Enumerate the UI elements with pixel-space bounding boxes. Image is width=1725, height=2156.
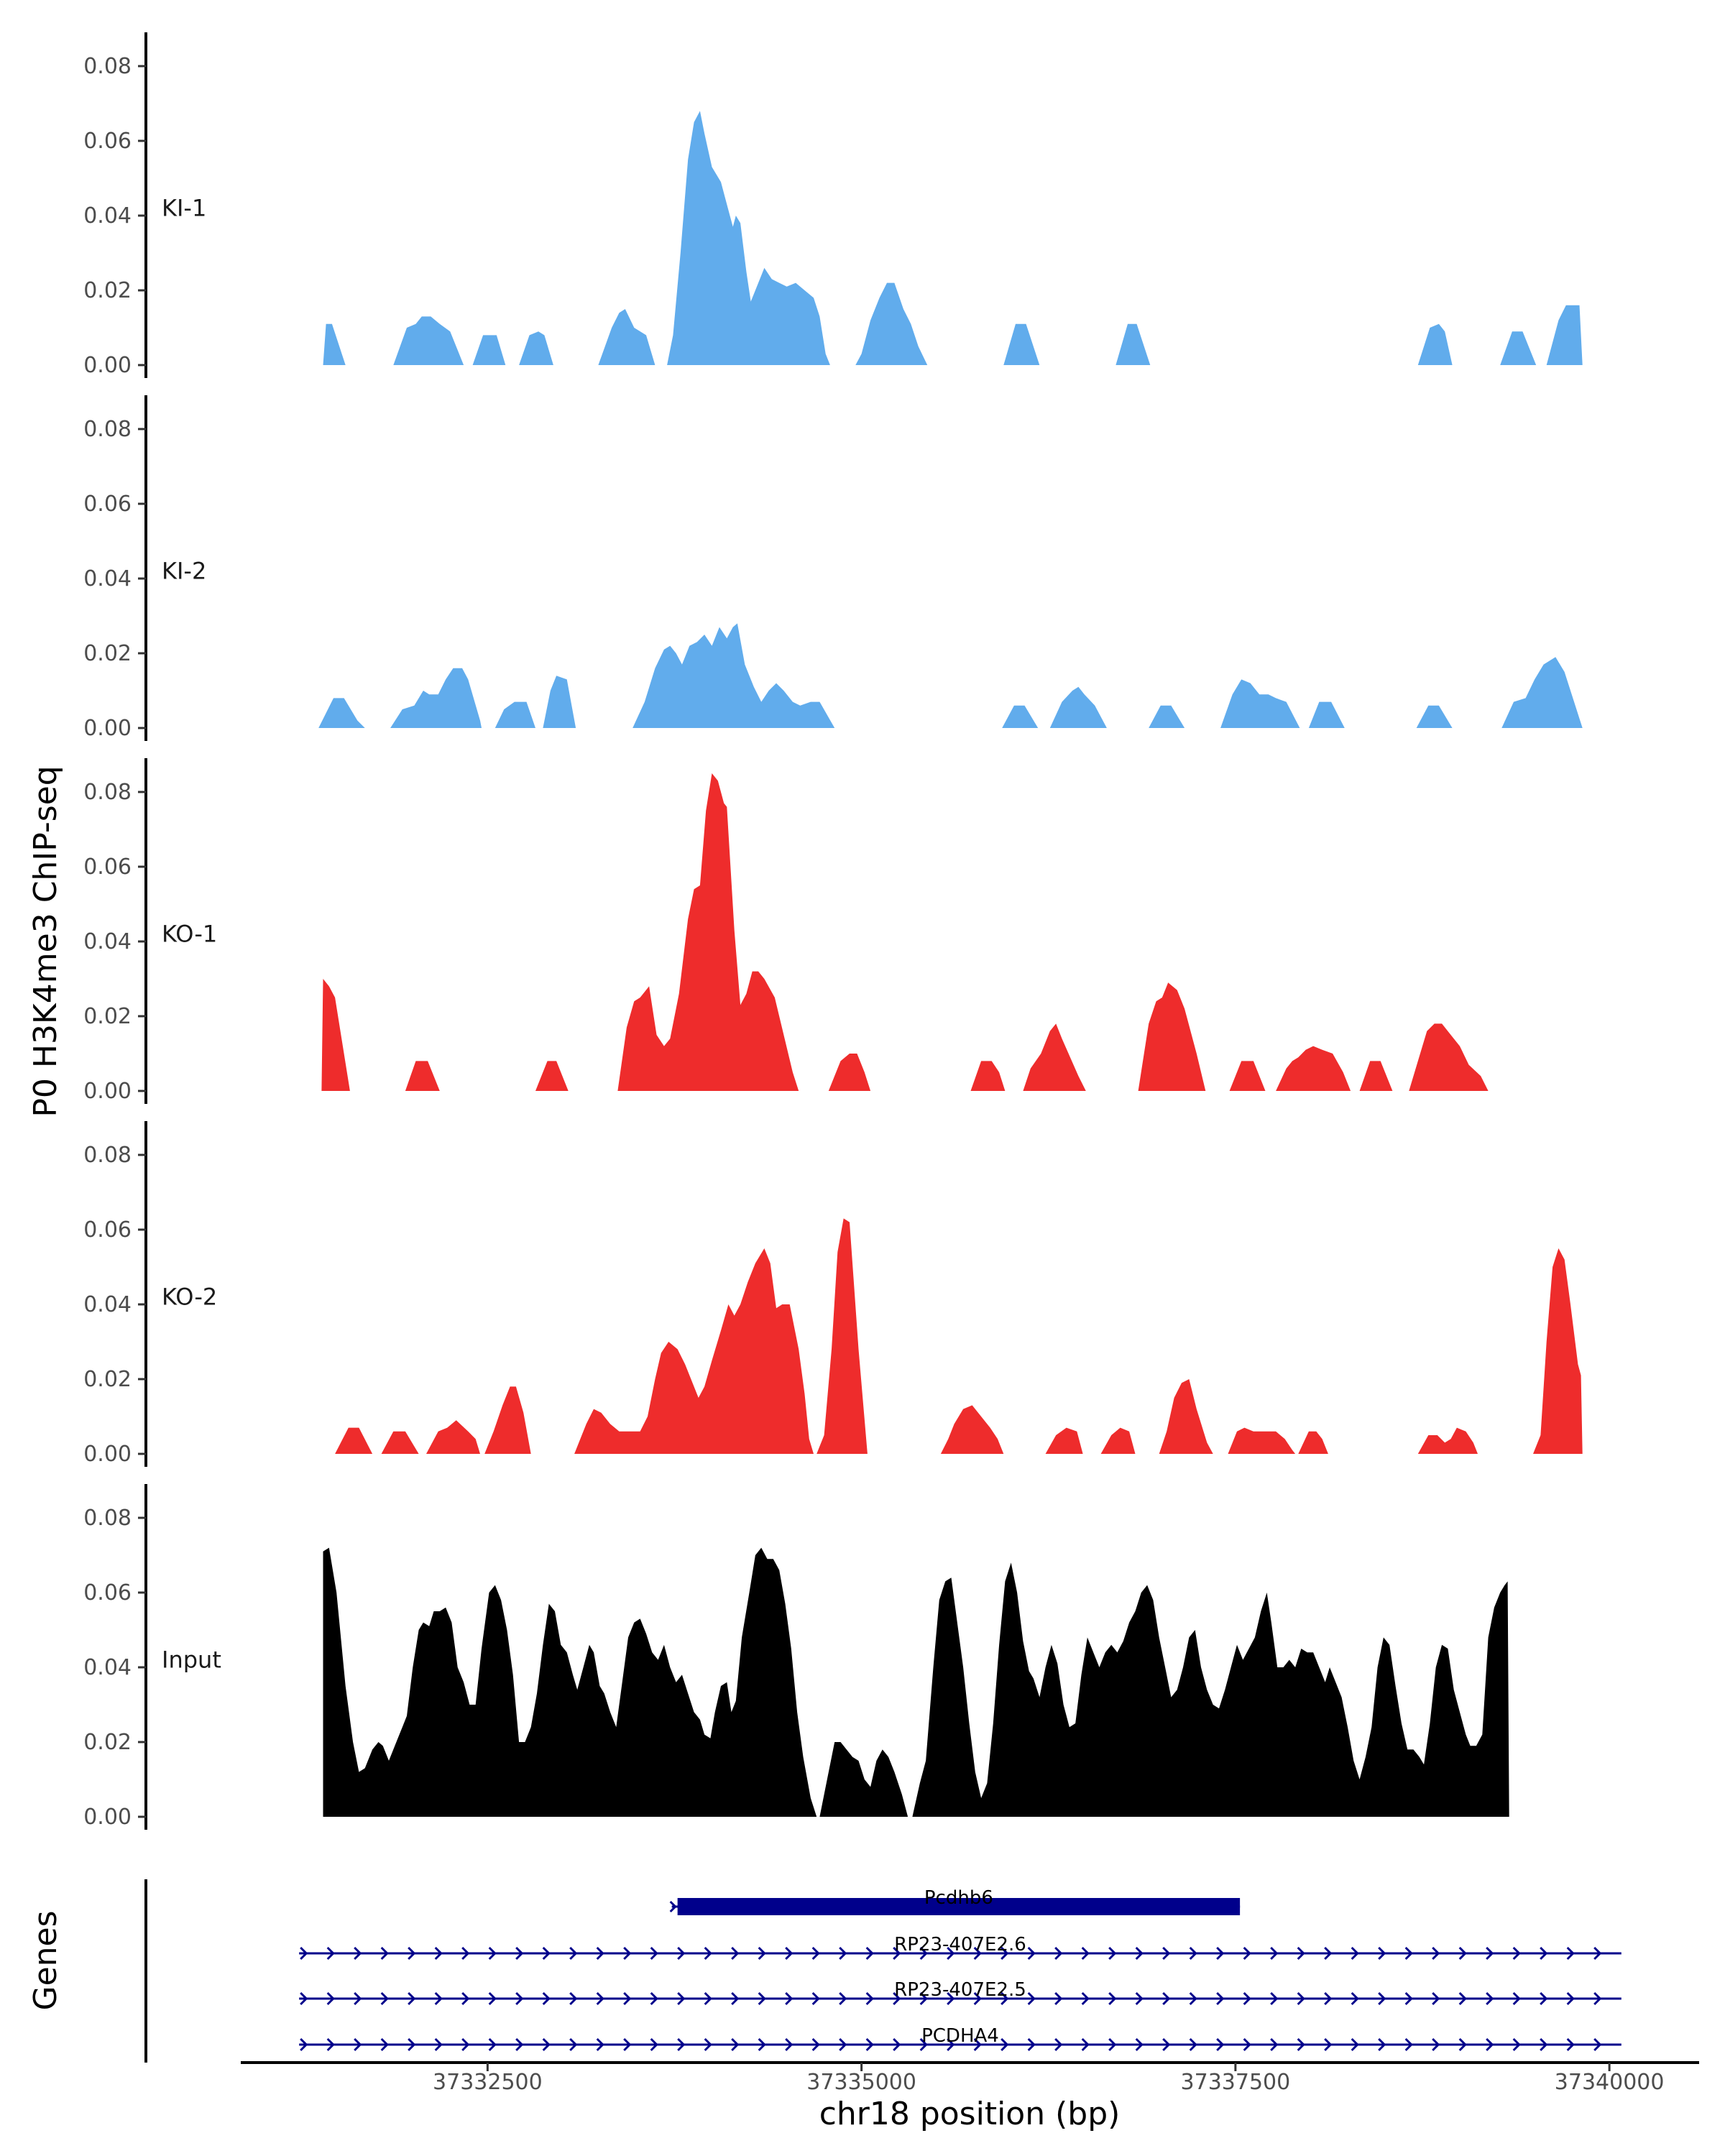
- y-tick-label: 0.04: [83, 566, 132, 591]
- gene-label: RP23-407E2.6: [894, 1934, 1026, 1955]
- y-tick-label: 0.04: [83, 1292, 132, 1317]
- track-label: Input: [162, 1646, 221, 1674]
- gene-pcdha4: PCDHA4: [299, 2025, 1622, 2052]
- strand-arrows: [300, 1991, 1602, 2006]
- gene-rp23-407e2.6: RP23-407E2.6: [299, 1934, 1622, 1961]
- y-tick-label: 0.02: [83, 1367, 132, 1392]
- y-tick-label: 0.06: [83, 1217, 132, 1243]
- gene-label: RP23-407E2.5: [894, 1979, 1026, 2001]
- genes-panel: Pcdhb6 RP23-407E2.6 RP23-407E2.5 PCDHA4: [144, 1879, 1622, 2063]
- y-tick-label: 0.08: [83, 1143, 132, 1168]
- y-tick-label: 0.02: [83, 278, 132, 303]
- strand-arrows: [300, 2037, 1602, 2052]
- gene-exon: [677, 1898, 1241, 1915]
- strand-arrow: [669, 1900, 677, 1913]
- gene-rp23-407e2.5: RP23-407E2.5: [299, 1979, 1622, 2006]
- y-tick-label: 0.02: [83, 641, 132, 666]
- y-tick-label: 0.04: [83, 929, 132, 954]
- y-tick-label: 0.00: [83, 1079, 132, 1104]
- track-ki-2: 0.00 0.02 0.04 0.06 0.08 KI-2: [83, 395, 1583, 741]
- y-tick-label: 0.08: [83, 54, 132, 79]
- coverage-area: [335, 1218, 1583, 1454]
- y-tick-label: 0.00: [83, 716, 132, 741]
- track-label: KO-1: [162, 921, 217, 948]
- gene-label: PCDHA4: [921, 2025, 999, 2047]
- track-ko-1: 0.00 0.02 0.04 0.06 0.08 KO-1: [83, 758, 1489, 1104]
- y-tick-label: 0.06: [83, 129, 132, 154]
- gene-label: Pcdhb6: [924, 1887, 993, 1909]
- y-tick-label: 0.06: [83, 492, 132, 517]
- x-axis-title: chr18 position (bp): [819, 2096, 1121, 2132]
- track-ko-2: 0.00 0.02 0.04 0.06 0.08 KO-2: [83, 1121, 1583, 1467]
- coverage-area: [323, 111, 1583, 365]
- y-axis-title: P0 H3K4me3 ChIP-seq: [27, 765, 64, 1117]
- x-tick-label: 37337500: [1181, 2070, 1291, 2095]
- y-tick-label: 0.08: [83, 780, 132, 805]
- y-tick-label: 0.08: [83, 417, 132, 442]
- coverage-area: [318, 623, 1583, 728]
- y-tick-label: 0.00: [83, 353, 132, 378]
- x-axis: 37332500 37335000 37337500 37340000: [241, 2061, 1699, 2095]
- track-input: 0.00 0.02 0.04 0.06 0.08 Input: [83, 1484, 1509, 1830]
- strand-arrows: [300, 1946, 1602, 1961]
- y-tick-label: 0.02: [83, 1730, 132, 1755]
- coverage-area: [323, 1547, 1509, 1817]
- track-panels: 0.00 0.02 0.04 0.06 0.08 KI-1 0.00 0.02 0.04 0.06…: [83, 32, 1583, 1830]
- track-ki-1: 0.00 0.02 0.04 0.06 0.08 KI-1: [83, 32, 1583, 378]
- y-tick-label: 0.06: [83, 1580, 132, 1606]
- x-tick-label: 37335000: [806, 2070, 916, 2095]
- coverage-area: [321, 773, 1489, 1091]
- y-tick-label: 0.00: [83, 1442, 132, 1467]
- x-tick-label: 37332500: [433, 2070, 543, 2095]
- track-label: KI-1: [162, 195, 206, 222]
- y-tick-label: 0.04: [83, 1655, 132, 1680]
- y-tick-label: 0.02: [83, 1004, 132, 1029]
- track-label: KO-2: [162, 1284, 217, 1311]
- y-tick-label: 0.08: [83, 1506, 132, 1531]
- track-label: KI-2: [162, 558, 206, 585]
- gene-pcdhb6: Pcdhb6: [669, 1887, 1241, 1915]
- y-tick-label: 0.04: [83, 203, 132, 229]
- y-tick-label: 0.06: [83, 854, 132, 880]
- genes-axis-title: Genes: [27, 1910, 64, 2010]
- y-tick-label: 0.00: [83, 1805, 132, 1830]
- x-tick-label: 37340000: [1555, 2070, 1665, 2095]
